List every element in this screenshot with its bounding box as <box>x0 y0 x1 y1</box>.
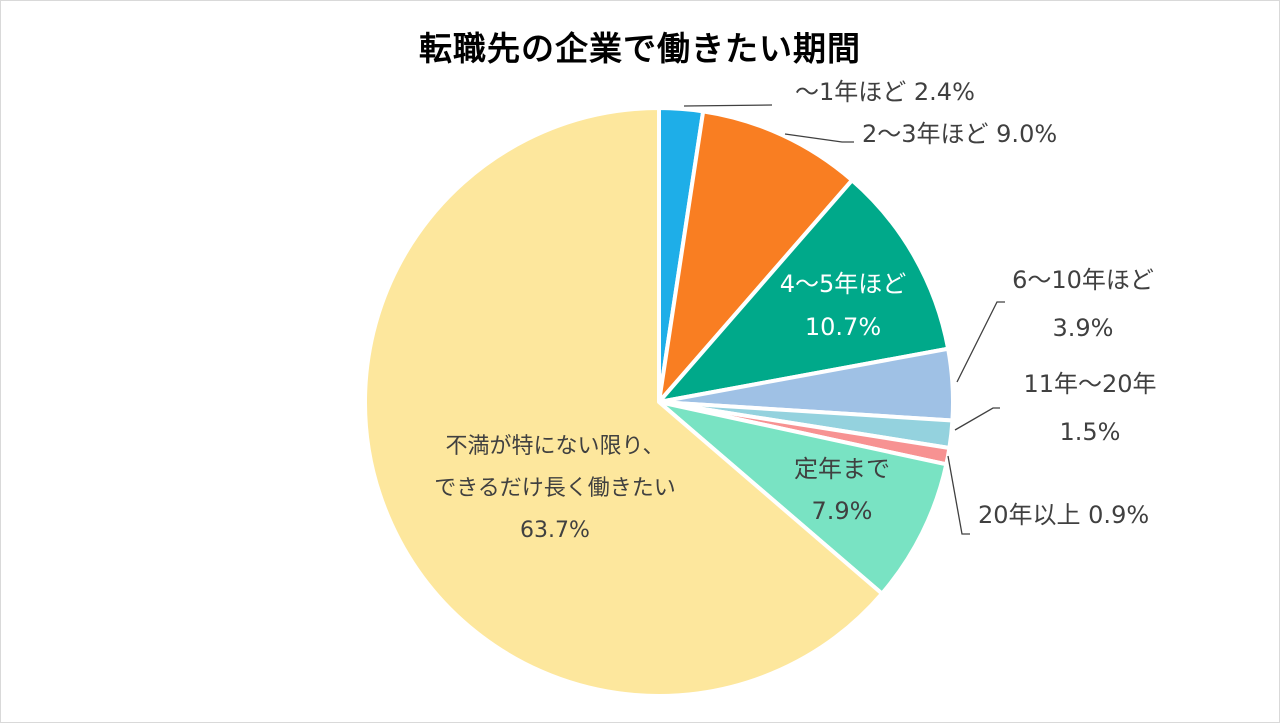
slice-label: 11年～20年 1.5% <box>1023 370 1156 446</box>
leader-line <box>784 133 854 143</box>
slice-label: 4～5年ほど 10.7% <box>780 270 907 341</box>
slice-label-line: 63.7% <box>520 518 590 543</box>
leader-lines <box>683 104 1005 535</box>
leader-line <box>947 455 970 535</box>
slice-label-line: 20年以上 0.9% <box>978 501 1149 529</box>
slice-label-line: できるだけ長く働きたい <box>434 476 676 501</box>
slice-label-line: ～1年ほど 2.4% <box>795 78 975 106</box>
slice-label-line: 1.5% <box>1060 418 1121 446</box>
slice-label: 定年まで 7.9% <box>794 455 890 525</box>
pie-slices <box>363 106 955 698</box>
leader-line <box>683 104 773 107</box>
slice-label-line: 2～3年ほど 9.0% <box>862 120 1057 148</box>
slice-label: 6～10年ほど 3.9% <box>1012 266 1154 342</box>
pie-slice <box>657 178 951 404</box>
leader-line <box>956 301 1005 383</box>
pie-slice <box>657 109 855 404</box>
pie-slice <box>657 400 949 596</box>
slice-label-line: 11年～20年 <box>1023 370 1156 398</box>
slice-label-line: 3.9% <box>1053 314 1114 342</box>
slice-label-line: 10.7% <box>805 313 881 341</box>
slice-label: 2～3年ほど 9.0% <box>862 120 1057 148</box>
slice-label-line: 6～10年ほど <box>1012 266 1154 294</box>
slice-label: 20年以上 0.9% <box>978 501 1149 529</box>
slice-label-line: 4～5年ほど <box>780 270 907 298</box>
slice-label-line: 不満が特にない限り、 <box>445 434 664 459</box>
slice-label-line: 定年まで <box>794 455 890 483</box>
chart-title: 転職先の企業で働きたい期間 <box>419 29 861 68</box>
data-labels: ～1年ほど 2.4% 2～3年ほど 9.0% 4～5年ほど 10.7% 6～10年ほど 3… <box>434 78 1156 543</box>
pie-slice <box>363 106 884 698</box>
slice-label: ～1年ほど 2.4% <box>795 78 975 106</box>
slice-label: 不満が特にない限り、できるだけ長く働きたい 63.7% <box>434 434 676 543</box>
leader-line <box>954 407 1000 431</box>
slice-label-line: 7.9% <box>812 497 873 525</box>
